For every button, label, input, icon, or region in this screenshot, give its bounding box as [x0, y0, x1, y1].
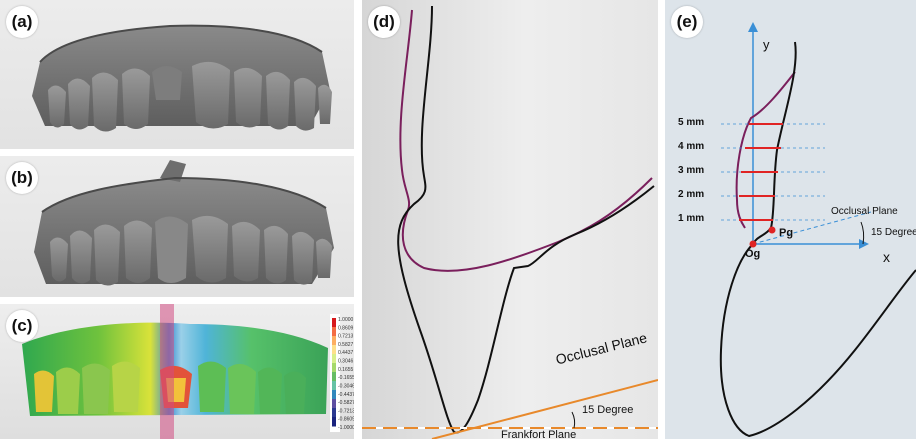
color-scale-swatch [332, 390, 336, 400]
color-scale-swatch [332, 336, 336, 346]
panel-e-label: (e) [671, 6, 703, 38]
color-scale-label: -0.8609 [338, 417, 354, 423]
color-scale-label: -0.3046 [338, 383, 354, 389]
color-scale-swatch [332, 327, 336, 337]
level-label: 4 mm [678, 141, 705, 152]
panel-c-label: (c) [6, 310, 38, 342]
profile-curve-black-e [719, 41, 916, 438]
angle-label: 15 Degree [582, 404, 634, 416]
y-axis-arrow [748, 22, 758, 32]
color-scale-label: 0.4437 [338, 350, 354, 356]
occlusal-plane-label-e: Occlusal Plane [831, 206, 898, 217]
point-pg-label: Pg [779, 227, 794, 239]
point-og-label: Og [745, 248, 761, 260]
panel-b-scan-after: (b) [0, 156, 354, 297]
color-scale-swatch [332, 381, 336, 391]
color-scale-label: 0.3046 [338, 359, 354, 365]
color-scale-swatch [332, 408, 336, 418]
level-label: 5 mm [678, 117, 705, 128]
color-scale: 1.0000 0.8609 0.7213 0.5827 0.4437 0.3046 0.16… [332, 317, 354, 431]
frankfort-plane-label: Frankfort Plane [501, 429, 577, 439]
panel-a-label: (a) [6, 6, 38, 38]
panel-a-scan-before: (a) [0, 0, 354, 149]
color-scale-swatch [332, 363, 336, 373]
panel-d-label: (d) [368, 6, 400, 38]
color-scale-label: 0.8609 [338, 325, 354, 331]
occlusal-plane-line [431, 379, 658, 439]
angle-arc-e [860, 221, 865, 245]
color-scale-swatch [332, 345, 336, 355]
x-axis-label: x [883, 249, 890, 265]
angle-label-e: 15 Degree [871, 227, 916, 238]
color-scale-label: 0.5827 [338, 342, 354, 348]
color-scale-swatch [332, 399, 336, 409]
color-scale-swatch [332, 417, 336, 427]
occlusal-plane-line-e [752, 211, 872, 245]
level-label: 2 mm [678, 189, 705, 200]
panel-d-profile-planes: (d) Occlusal Plane 15 Degree Frankfort P… [362, 0, 658, 439]
scan-a-image [32, 24, 332, 132]
y-axis-label: y [763, 37, 770, 52]
profile-d-drawing [362, 5, 658, 439]
color-scale-swatch [332, 372, 336, 382]
color-scale-swatch [332, 318, 336, 328]
schematic-e-drawing [719, 22, 916, 438]
panel-e-coordinate-schematic: (e) y x Occlusal Plane 15 Degree Pg Og 5… [665, 0, 916, 439]
color-scale-swatch [332, 354, 336, 364]
x-axis-arrow [859, 239, 869, 249]
profile-curve-purple [399, 9, 653, 272]
panel-b-label: (b) [6, 162, 38, 194]
scan-b-image [34, 160, 334, 286]
point-pg [768, 226, 776, 234]
color-scale-label: 0.7213 [338, 334, 354, 340]
level-label: 3 mm [678, 165, 705, 176]
level-label: 1 mm [678, 213, 705, 224]
color-scale-label: -1.0000 [338, 425, 354, 431]
color-scale-label: 1.0000 [338, 317, 354, 323]
color-scale-label: -0.1655 [338, 375, 354, 381]
color-scale-label: -0.5827 [338, 400, 354, 406]
profile-curve-black [397, 5, 655, 434]
color-scale-label: 0.1655 [338, 367, 354, 373]
color-scale-label: -0.7213 [338, 408, 354, 414]
color-scale-label: -0.4437 [338, 392, 354, 398]
angle-arc [571, 411, 576, 429]
panel-c-deviation-map: (c) 1.0000 0.8609 0.7213 0.5827 0.4 [0, 304, 354, 439]
point-og [749, 240, 757, 248]
profile-curve-purple-e [735, 71, 796, 229]
